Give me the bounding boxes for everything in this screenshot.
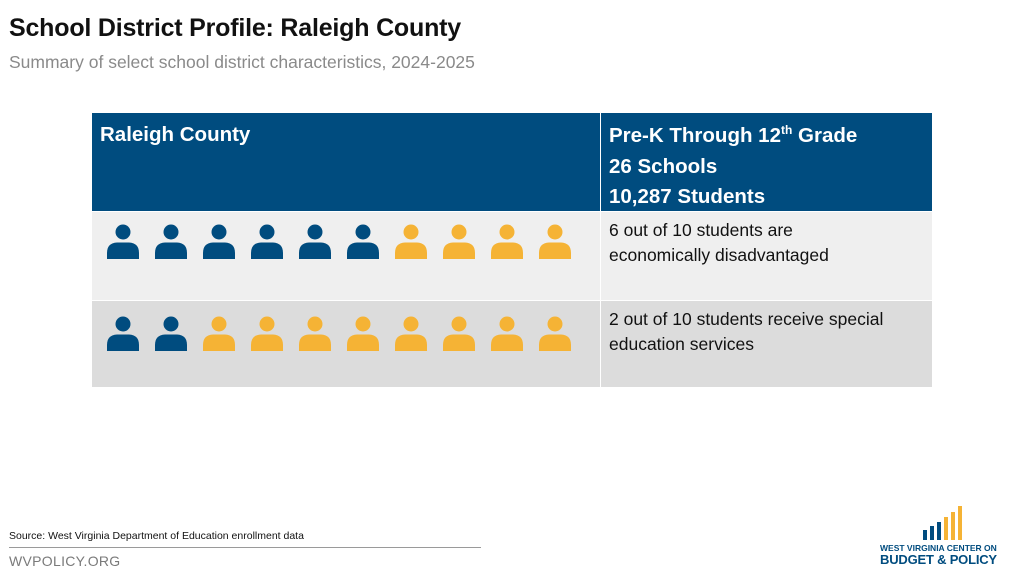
person-icon bbox=[347, 316, 379, 351]
site-link[interactable]: WVPOLICY.ORG bbox=[9, 553, 121, 569]
person-icon bbox=[107, 224, 139, 259]
stat-text-cell: 6 out of 10 students are economically di… bbox=[601, 212, 932, 300]
person-icon bbox=[443, 224, 475, 259]
bar-chart-logo-icon bbox=[923, 506, 962, 540]
district-profile-table: Raleigh County Pre-K Through 12th Grade … bbox=[92, 113, 932, 387]
stat-text-line1: 6 out of 10 students are bbox=[609, 220, 793, 240]
stat-text-line2: education services bbox=[609, 334, 754, 354]
logo-text-line1: WEST VIRGINIA CENTER ON bbox=[880, 543, 997, 553]
person-pictogram bbox=[92, 212, 600, 260]
person-icon bbox=[107, 316, 139, 351]
grades-suffix: Grade bbox=[792, 124, 858, 147]
stat-text-cell: 2 out of 10 students receive special edu… bbox=[601, 301, 932, 387]
person-icon bbox=[539, 316, 571, 351]
page-title: School District Profile: Raleigh County bbox=[9, 14, 461, 42]
county-name: Raleigh County bbox=[100, 123, 251, 146]
person-icon bbox=[251, 224, 283, 259]
schools-count: 26 Schools bbox=[609, 154, 718, 178]
students-count: 10,287 Students bbox=[609, 185, 766, 208]
table-row: 6 out of 10 students are economically di… bbox=[92, 212, 932, 300]
person-icon bbox=[347, 224, 379, 259]
page-subtitle: Summary of select school district charac… bbox=[9, 52, 475, 72]
pictogram-cell bbox=[92, 301, 600, 387]
county-header-cell: Raleigh County bbox=[92, 113, 600, 211]
source-note: Source: West Virginia Department of Educ… bbox=[9, 530, 304, 542]
person-icon bbox=[491, 224, 523, 259]
grades-sup: th bbox=[781, 123, 793, 138]
footer-divider bbox=[9, 547, 481, 548]
person-icon bbox=[395, 316, 427, 351]
person-icon bbox=[251, 316, 283, 351]
district-summary-cell: Pre-K Through 12th Grade 26 Schools 10,2… bbox=[601, 113, 932, 211]
person-icon bbox=[299, 224, 331, 259]
table-row: 2 out of 10 students receive special edu… bbox=[92, 301, 932, 387]
stat-text-line2: economically disadvantaged bbox=[609, 245, 829, 265]
pictogram-cell bbox=[92, 212, 600, 300]
logo-text-line2: BUDGET & POLICY bbox=[880, 552, 997, 567]
person-icon bbox=[203, 316, 235, 351]
stat-text-line1: 2 out of 10 students receive special bbox=[609, 309, 884, 329]
person-pictogram bbox=[92, 301, 600, 352]
person-icon bbox=[539, 224, 571, 259]
person-icon bbox=[155, 224, 187, 259]
grades-prefix: Pre-K Through 12 bbox=[609, 124, 781, 147]
person-icon bbox=[299, 316, 331, 351]
person-icon bbox=[395, 224, 427, 259]
grades-line: Pre-K Through 12th Grade bbox=[609, 121, 932, 152]
table-header-row: Raleigh County Pre-K Through 12th Grade … bbox=[92, 113, 932, 211]
person-icon bbox=[443, 316, 475, 351]
person-icon bbox=[155, 316, 187, 351]
person-icon bbox=[203, 224, 235, 259]
person-icon bbox=[491, 316, 523, 351]
